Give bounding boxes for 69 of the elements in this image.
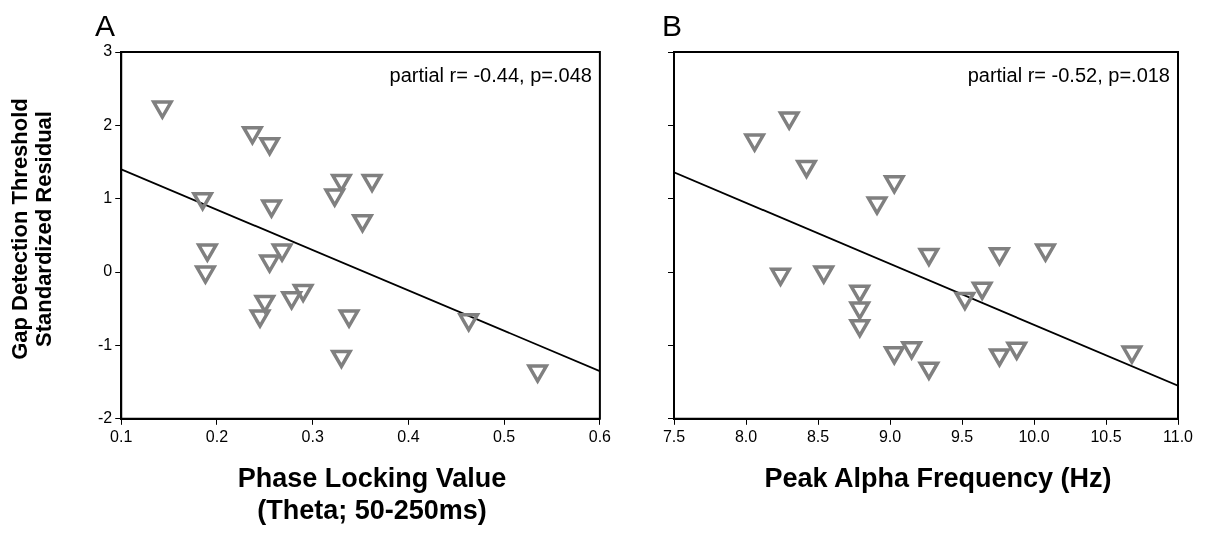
point — [778, 111, 800, 130]
chart-title: A — [95, 9, 116, 43]
x-tick-label: 0.2 — [205, 427, 229, 445]
x-tick-label: 10.5 — [1090, 427, 1122, 445]
point — [254, 294, 276, 314]
point — [1121, 345, 1143, 364]
x-tick-label: 11.0 — [1163, 427, 1194, 445]
annotation: partial r= -0.52, p=.018 — [967, 63, 1170, 86]
point — [918, 247, 940, 267]
point — [195, 265, 216, 284]
x-tick-label: 8.5 — [806, 427, 830, 445]
y-tick-label: -1 — [97, 335, 113, 353]
x-axis-title: Phase Locking Value (Theta; 50-250ms) — [236, 462, 508, 526]
annotation: partial r= -0.44, p=.048 — [389, 63, 592, 86]
x-tick-label: 10.0 — [1018, 427, 1050, 445]
point — [249, 309, 271, 328]
point — [883, 346, 905, 365]
point — [849, 301, 871, 320]
point — [796, 159, 817, 179]
point — [770, 267, 791, 287]
x-tick-label: 8.0 — [734, 427, 758, 445]
point — [971, 281, 993, 300]
point — [813, 265, 835, 284]
point — [989, 348, 1010, 367]
chart-title: B — [662, 9, 683, 43]
point — [866, 196, 888, 215]
y-axis-title: Gap Detection Threshold Standardized Residual — [7, 97, 56, 362]
x-tick-label: 0.1 — [110, 427, 133, 445]
point — [281, 291, 303, 310]
x-axis-title: Peak Alpha Frequency (Hz) — [763, 462, 1113, 494]
point — [989, 246, 1010, 266]
point — [1006, 341, 1028, 361]
y-tick-label: 3 — [103, 42, 113, 60]
point — [196, 243, 218, 262]
point — [292, 283, 314, 303]
point — [331, 173, 352, 193]
point — [883, 175, 905, 194]
y-tick-label: 0 — [103, 262, 113, 280]
point — [849, 284, 871, 303]
point — [259, 136, 281, 156]
point — [918, 361, 940, 380]
point — [361, 173, 383, 193]
y-tick-label: -2 — [97, 409, 113, 427]
x-tick-label: 7.5 — [662, 427, 686, 445]
point — [151, 100, 173, 119]
point — [192, 191, 214, 211]
point — [849, 318, 871, 338]
x-tick-label: 0.3 — [301, 427, 324, 445]
point — [352, 213, 373, 233]
point — [271, 243, 293, 262]
point — [901, 340, 923, 360]
x-tick-label: 0.4 — [397, 427, 420, 445]
point — [241, 125, 263, 145]
point — [1035, 243, 1056, 262]
point — [331, 349, 352, 369]
point — [259, 254, 281, 273]
y-tick-label: 1 — [103, 189, 113, 207]
y-tick-label: 2 — [103, 115, 113, 133]
x-tick-label: 9.5 — [950, 427, 974, 445]
x-tick-label: 9.0 — [878, 427, 902, 445]
x-tick-label: 0.5 — [493, 427, 516, 445]
point — [527, 364, 549, 383]
point — [261, 199, 282, 218]
point — [338, 309, 360, 328]
point — [458, 313, 480, 332]
point — [954, 291, 976, 311]
point — [744, 133, 766, 152]
x-tick-label: 0.6 — [588, 427, 612, 445]
point — [324, 188, 346, 207]
